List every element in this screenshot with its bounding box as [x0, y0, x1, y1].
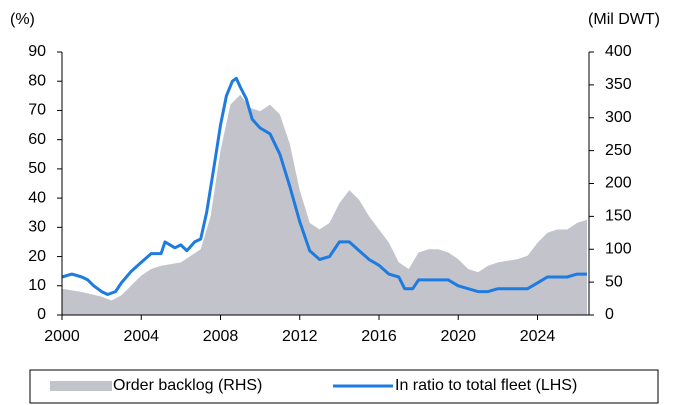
- x-tick-label: 2004: [123, 328, 159, 345]
- y2-tick-label: 400: [605, 43, 632, 60]
- y2-tick-label: 250: [605, 142, 632, 159]
- line: [61, 76, 587, 296]
- y-tick-label: 50: [28, 160, 46, 177]
- y2-tick-label: 350: [605, 76, 632, 93]
- y-tick-label: 70: [28, 102, 46, 119]
- y-tick-label: 30: [28, 219, 46, 236]
- x-tick-label: 2008: [203, 328, 239, 345]
- y-tick-label: 10: [28, 277, 46, 294]
- x-tick-label: 2016: [361, 328, 397, 345]
- y-tick-label: 40: [28, 189, 46, 206]
- y2-tick-label: 100: [605, 240, 632, 257]
- y-tick-label: 90: [28, 43, 46, 60]
- y2-tick-label: 150: [605, 208, 632, 225]
- y-axis-label: (%): [10, 11, 35, 28]
- y-tick-label: 0: [37, 306, 46, 323]
- y2-tick-label: 200: [605, 175, 632, 192]
- y-tick-label: 80: [28, 72, 46, 89]
- y2-tick-label: 50: [605, 273, 623, 290]
- legend-label: Order backlog (RHS): [113, 377, 262, 394]
- y2-tick-label: 300: [605, 109, 632, 126]
- x-tick-label: 2024: [520, 328, 556, 345]
- y2-axis-label: (Mil DWT): [588, 11, 660, 28]
- x-tick-label: 2000: [44, 328, 80, 345]
- area: [62, 94, 587, 315]
- x-tick-label: 2012: [282, 328, 318, 345]
- y-tick-label: 60: [28, 131, 46, 148]
- x-tick-label: 2020: [440, 328, 476, 345]
- legend-swatch: [50, 381, 112, 391]
- y-tick-label: 20: [28, 248, 46, 265]
- legend-box: [29, 369, 659, 404]
- y2-tick-label: 0: [605, 306, 614, 323]
- legend-label: In ratio to total fleet (LHS): [395, 377, 577, 394]
